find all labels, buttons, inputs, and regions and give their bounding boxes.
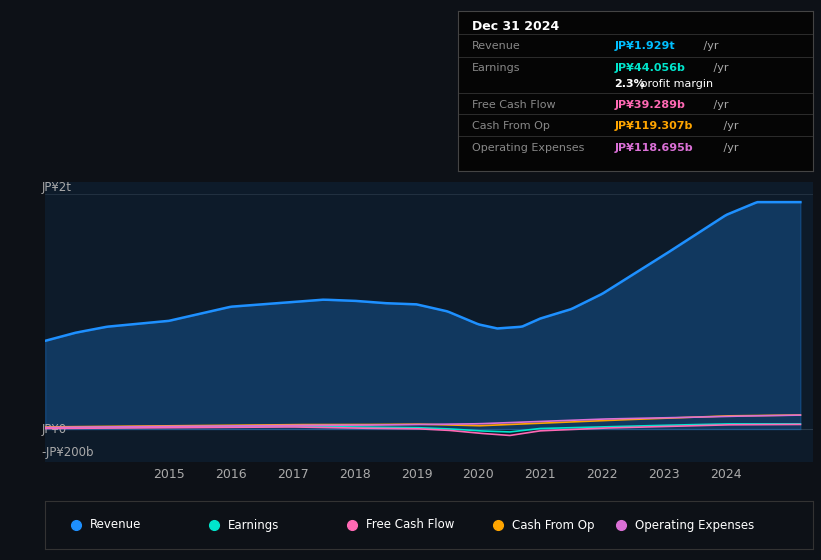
Text: Earnings: Earnings (228, 519, 279, 531)
Text: -JP¥200b: -JP¥200b (41, 446, 94, 459)
Text: /yr: /yr (700, 40, 719, 50)
Text: JP¥1.929t: JP¥1.929t (614, 40, 675, 50)
Text: Revenue: Revenue (472, 40, 521, 50)
Text: Free Cash Flow: Free Cash Flow (366, 519, 454, 531)
Text: JP¥2t: JP¥2t (41, 181, 71, 194)
Text: profit margin: profit margin (637, 79, 713, 89)
Text: JP¥39.289b: JP¥39.289b (614, 100, 685, 110)
Text: /yr: /yr (719, 143, 738, 153)
Text: JP¥119.307b: JP¥119.307b (614, 121, 693, 131)
Text: Cash From Op: Cash From Op (511, 519, 594, 531)
Text: /yr: /yr (710, 100, 728, 110)
Text: Cash From Op: Cash From Op (472, 121, 550, 131)
Text: /yr: /yr (719, 121, 738, 131)
Text: JP¥44.056b: JP¥44.056b (614, 63, 685, 73)
Text: /yr: /yr (710, 63, 728, 73)
Text: Free Cash Flow: Free Cash Flow (472, 100, 556, 110)
Text: Revenue: Revenue (89, 519, 141, 531)
Text: 2.3%: 2.3% (614, 79, 645, 89)
Text: Operating Expenses: Operating Expenses (472, 143, 585, 153)
Text: Dec 31 2024: Dec 31 2024 (472, 20, 560, 33)
Text: JP¥0: JP¥0 (41, 423, 67, 436)
Text: Earnings: Earnings (472, 63, 521, 73)
Text: JP¥118.695b: JP¥118.695b (614, 143, 693, 153)
Text: Operating Expenses: Operating Expenses (635, 519, 754, 531)
